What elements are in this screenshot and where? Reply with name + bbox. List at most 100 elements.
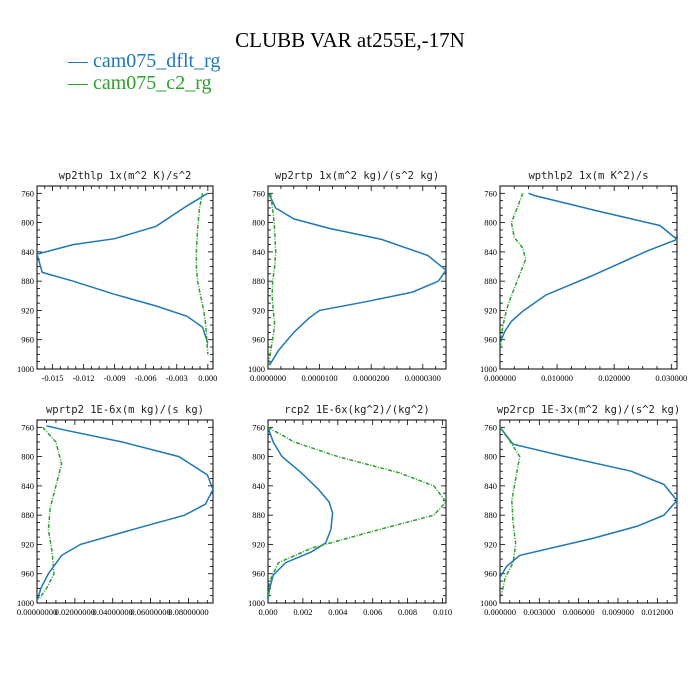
y-tick-label: 760 bbox=[484, 188, 497, 198]
y-tick-label: 880 bbox=[252, 510, 265, 520]
plot-frame bbox=[499, 185, 678, 370]
x-tick-label: 0.00000000 bbox=[17, 607, 57, 617]
y-tick-label: 800 bbox=[484, 452, 497, 462]
plot-frame bbox=[267, 419, 447, 604]
panel-4: wprtp2 1E-6x(m kg)/(s kg) 760 800 840 880 920… bbox=[17, 404, 214, 617]
plot-frame bbox=[267, 185, 447, 370]
series-line-c2 bbox=[500, 426, 521, 596]
panel-3: wpthlp2 1x(m K^2)/s 760 800 840 880 920 960 100… bbox=[480, 170, 687, 383]
y-tick-label: 840 bbox=[21, 481, 34, 491]
y-tick-label: 760 bbox=[484, 422, 497, 432]
x-tick-label: -0.009 bbox=[104, 373, 126, 383]
y-tick-label: 880 bbox=[21, 510, 34, 520]
y-tick-label: 800 bbox=[252, 218, 265, 228]
x-tick-label: 0.000000 bbox=[484, 373, 516, 383]
y-tick-label: 880 bbox=[252, 276, 265, 286]
y-tick-label: 800 bbox=[21, 218, 34, 228]
series-line-c2 bbox=[38, 426, 63, 600]
y-tick-label: 880 bbox=[484, 276, 497, 286]
legend-entry: — cam075_c2_rg bbox=[68, 72, 212, 94]
plot-frame bbox=[36, 185, 214, 370]
x-tick-label: 0.08000000 bbox=[168, 607, 208, 617]
panel-title: wp2rcp 1E-3x(m^2 kg)/(s^2 kg) bbox=[497, 404, 680, 416]
x-tick-label: 0.0000200 bbox=[353, 373, 389, 383]
y-tick-label: 800 bbox=[484, 218, 497, 228]
panel-title: rcp2 1E-6x(kg^2)/(kg^2) bbox=[284, 404, 429, 416]
x-tick-label: 0.006 bbox=[363, 607, 382, 617]
x-tick-label: -0.012 bbox=[73, 373, 95, 383]
y-tick-label: 920 bbox=[484, 305, 497, 315]
y-tick-label: 840 bbox=[252, 481, 265, 491]
y-tick-label: 960 bbox=[484, 569, 497, 579]
x-tick-label: 0.002 bbox=[293, 607, 312, 617]
y-tick-label: 840 bbox=[484, 247, 497, 257]
series-line-c2 bbox=[500, 193, 527, 348]
series-line-dflt bbox=[500, 192, 677, 343]
y-tick-label: 920 bbox=[21, 539, 34, 549]
y-tick-label: 960 bbox=[252, 569, 265, 579]
y-tick-label: 960 bbox=[21, 569, 34, 579]
x-tick-label: 0.030000 bbox=[655, 373, 687, 383]
y-tick-label: 1000 bbox=[480, 598, 497, 608]
y-tick-label: 760 bbox=[21, 188, 34, 198]
x-tick-label: 0.0000000 bbox=[250, 373, 286, 383]
panel-2: wp2rtp 1x(m^2 kg)/(s^2 kg) 760 800 840 880 92… bbox=[248, 170, 447, 383]
x-tick-label: 0.02000000 bbox=[55, 607, 95, 617]
x-tick-label: -0.003 bbox=[166, 373, 188, 383]
x-tick-label: 0.004 bbox=[328, 607, 348, 617]
x-tick-label: 0.003000 bbox=[523, 607, 555, 617]
y-tick-label: 800 bbox=[21, 452, 34, 462]
x-tick-label: 0.0000300 bbox=[405, 373, 441, 383]
y-tick-label: 960 bbox=[21, 335, 34, 345]
y-tick-label: 840 bbox=[252, 247, 265, 257]
x-tick-label: 0.006000 bbox=[563, 607, 595, 617]
x-tick-label: 0.020000 bbox=[598, 373, 630, 383]
y-tick-label: 1000 bbox=[17, 598, 34, 608]
series-line-dflt bbox=[500, 426, 677, 578]
x-tick-label: 0.010000 bbox=[541, 373, 573, 383]
y-tick-label: 1000 bbox=[248, 364, 265, 374]
series-line-dflt bbox=[37, 192, 209, 344]
y-tick-label: 960 bbox=[252, 335, 265, 345]
y-tick-label: 1000 bbox=[17, 364, 34, 374]
x-tick-label: 0.0000100 bbox=[302, 373, 338, 383]
x-tick-label: -0.006 bbox=[135, 373, 157, 383]
series-line-dflt bbox=[268, 192, 446, 366]
x-tick-label: 0.04000000 bbox=[93, 607, 133, 617]
panel-1: wp2thlp 1x(m^2 K)/s^2 760 800 840 880 920 960 1… bbox=[17, 170, 217, 383]
x-tick-label: 0.009000 bbox=[602, 607, 634, 617]
y-tick-label: 840 bbox=[484, 481, 497, 491]
y-tick-label: 760 bbox=[252, 422, 265, 432]
legend-entry: — cam075_dflt_rg bbox=[68, 50, 221, 72]
panel-title: wp2thlp 1x(m^2 K)/s^2 bbox=[59, 170, 192, 182]
series-line-c2 bbox=[195, 193, 209, 355]
y-tick-label: 1000 bbox=[480, 364, 497, 374]
series-line-c2 bbox=[268, 193, 277, 366]
x-tick-label: 0.010 bbox=[433, 607, 452, 617]
y-tick-label: 920 bbox=[252, 305, 265, 315]
y-tick-label: 880 bbox=[484, 510, 497, 520]
y-tick-label: 800 bbox=[252, 452, 265, 462]
panel-title: wprtp2 1E-6x(m kg)/(s kg) bbox=[46, 404, 204, 416]
y-tick-label: 760 bbox=[21, 422, 34, 432]
x-tick-label: 0.000000 bbox=[484, 607, 516, 617]
series-line-c2 bbox=[268, 426, 446, 600]
y-tick-label: 960 bbox=[484, 335, 497, 345]
y-tick-label: 920 bbox=[21, 305, 34, 315]
panel-5: rcp2 1E-6x(kg^2)/(kg^2) 760 800 840 880 920 96… bbox=[248, 404, 452, 617]
panel-title: wp2rtp 1x(m^2 kg)/(s^2 kg) bbox=[275, 170, 439, 182]
x-tick-label: 0.06000000 bbox=[130, 607, 170, 617]
y-tick-label: 1000 bbox=[248, 598, 265, 608]
x-tick-label: 0.008 bbox=[398, 607, 417, 617]
y-tick-label: 760 bbox=[252, 188, 265, 198]
series-line-dflt bbox=[37, 425, 213, 600]
x-tick-label: 0.012000 bbox=[641, 607, 673, 617]
x-tick-label: -0.015 bbox=[42, 373, 64, 383]
figure-title: CLUBB VAR at255E,-17N bbox=[235, 28, 465, 52]
y-tick-label: 920 bbox=[484, 539, 497, 549]
y-tick-label: 880 bbox=[21, 276, 34, 286]
y-tick-label: 920 bbox=[252, 539, 265, 549]
panel-6: wp2rcp 1E-3x(m^2 kg)/(s^2 kg)760 800 840 88… bbox=[480, 404, 680, 617]
panel-title: wpthlp2 1x(m K^2)/s bbox=[528, 170, 648, 182]
x-tick-label: 0.000 bbox=[258, 607, 277, 617]
